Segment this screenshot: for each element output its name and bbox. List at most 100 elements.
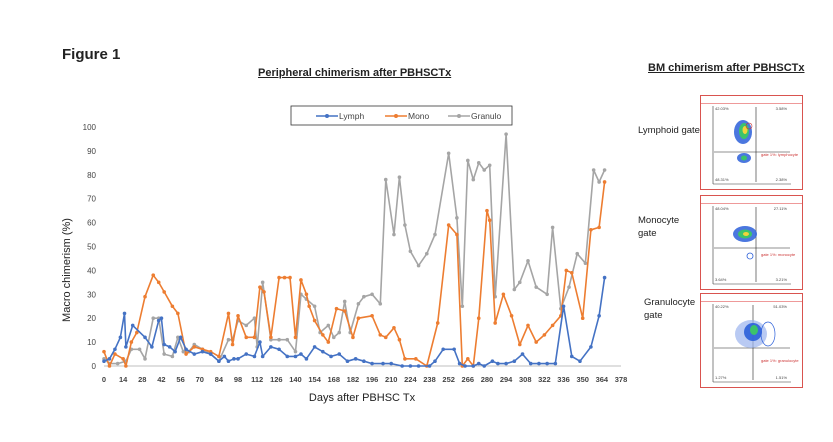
data-point-granulo bbox=[170, 354, 175, 359]
y-tick-label: 80 bbox=[87, 171, 96, 180]
data-point-mono bbox=[476, 316, 481, 321]
y-tick-label: 50 bbox=[87, 243, 96, 252]
mono-q-br: 3.21% bbox=[776, 277, 788, 282]
y-axis-label: Macro chimerism (%) bbox=[61, 218, 73, 322]
data-point-granulo bbox=[575, 251, 580, 256]
granulo-q-tr: 51.03% bbox=[773, 304, 787, 309]
data-point-granulo bbox=[487, 163, 492, 168]
data-point-granulo bbox=[534, 285, 539, 289]
data-point-lymph bbox=[408, 364, 413, 368]
y-tick-label: 30 bbox=[87, 290, 96, 299]
data-point-granulo bbox=[424, 251, 429, 256]
data-point-lymph bbox=[156, 318, 161, 323]
data-point-granulo bbox=[244, 323, 249, 328]
data-point-mono bbox=[262, 290, 266, 294]
x-tick-label: 126 bbox=[270, 375, 283, 384]
chart-series bbox=[102, 132, 607, 368]
data-point-mono bbox=[321, 333, 325, 337]
data-point-granulo bbox=[378, 302, 383, 306]
data-point-mono bbox=[170, 304, 175, 309]
data-point-lymph bbox=[496, 361, 500, 366]
mono-q-tl: 48.04% bbox=[715, 206, 729, 211]
data-point-lymph bbox=[304, 357, 309, 361]
data-point-mono bbox=[602, 180, 607, 184]
data-point-mono bbox=[312, 318, 317, 323]
data-point-mono bbox=[589, 227, 593, 232]
monocyte-dot-plot: 48.04% 27.11% 3.64% 3.21% gate 1%: monoc… bbox=[712, 206, 796, 285]
y-tick-label: 70 bbox=[87, 195, 96, 204]
data-point-mono bbox=[580, 316, 585, 321]
data-point-mono bbox=[113, 352, 117, 356]
data-point-lymph bbox=[490, 359, 495, 364]
data-point-granulo bbox=[504, 132, 508, 136]
data-point-mono bbox=[293, 335, 298, 340]
data-point-mono bbox=[370, 314, 374, 318]
chart-legend: Lymph Mono Granulo bbox=[290, 105, 513, 126]
y-tick-label: 40 bbox=[87, 266, 96, 275]
data-point-granulo bbox=[342, 299, 347, 304]
data-point-lymph bbox=[561, 304, 566, 309]
data-point-granulo bbox=[252, 316, 257, 321]
mono-gate-text: gate 1%: monocyte bbox=[761, 252, 796, 257]
data-point-lymph bbox=[102, 359, 106, 364]
data-point-lymph bbox=[150, 345, 154, 349]
data-point-mono bbox=[397, 337, 402, 342]
x-axis-label: Days after PBHSC Tx bbox=[309, 392, 416, 404]
x-tick-label: 336 bbox=[557, 375, 570, 384]
data-point-mono bbox=[277, 275, 281, 280]
legend-marker-mono bbox=[394, 114, 398, 118]
data-point-mono bbox=[307, 304, 311, 309]
data-point-mono bbox=[129, 340, 134, 344]
data-point-lymph bbox=[217, 359, 221, 364]
data-point-lymph bbox=[471, 364, 476, 368]
granulo-gate-text: gate 1%: granulocyte bbox=[761, 358, 799, 363]
data-point-lymph bbox=[299, 352, 303, 356]
data-point-lymph bbox=[337, 352, 342, 356]
figure-label: Figure 1 bbox=[62, 46, 121, 63]
data-point-granulo bbox=[567, 285, 571, 289]
data-point-mono bbox=[378, 333, 383, 337]
data-point-lymph bbox=[200, 349, 205, 354]
data-point-mono bbox=[156, 280, 161, 285]
flow-panel-granulocyte: 40.22% 51.03% 1.27% 1.51% gate 1%: granu… bbox=[700, 293, 803, 388]
data-point-lymph bbox=[512, 359, 517, 364]
data-point-mono bbox=[501, 292, 506, 297]
data-point-mono bbox=[230, 342, 235, 347]
data-point-lymph bbox=[362, 359, 366, 364]
data-point-lymph bbox=[452, 347, 456, 352]
granulocyte-dot-plot: 40.22% 51.03% 1.27% 1.51% gate 1%: granu… bbox=[712, 304, 799, 383]
data-point-granulo bbox=[408, 249, 413, 254]
legend-label-lymph: Lymph bbox=[339, 111, 364, 121]
data-point-lymph bbox=[441, 347, 445, 352]
data-point-granulo bbox=[137, 347, 142, 352]
data-point-granulo bbox=[285, 337, 290, 342]
lymph-q-bl: 48.31% bbox=[715, 177, 729, 182]
data-point-lymph bbox=[162, 342, 166, 347]
data-point-mono bbox=[236, 314, 240, 318]
data-point-mono bbox=[288, 275, 292, 280]
data-point-lymph bbox=[553, 361, 558, 366]
data-point-mono bbox=[143, 294, 147, 299]
y-tick-label: 100 bbox=[83, 123, 97, 132]
data-point-granulo bbox=[471, 177, 476, 182]
data-point-lymph bbox=[400, 364, 404, 368]
x-tick-label: 154 bbox=[308, 375, 321, 384]
data-point-lymph bbox=[260, 354, 265, 359]
data-point-granulo bbox=[181, 349, 186, 354]
lymphoid-gate-label: Lymphoid gate bbox=[638, 125, 700, 136]
x-tick-label: 56 bbox=[176, 375, 184, 384]
data-point-lymph bbox=[353, 357, 358, 361]
data-point-lymph bbox=[370, 361, 374, 366]
data-point-lymph bbox=[236, 357, 240, 361]
data-point-granulo bbox=[512, 287, 517, 292]
data-point-lymph bbox=[589, 345, 593, 349]
data-point-granulo bbox=[115, 361, 120, 366]
data-point-granulo bbox=[482, 168, 487, 172]
data-point-mono bbox=[414, 357, 418, 361]
data-point-lymph bbox=[463, 364, 467, 368]
data-point-lymph bbox=[232, 357, 236, 361]
series-lymph bbox=[102, 275, 607, 368]
data-point-granulo bbox=[326, 323, 331, 328]
data-point-lymph bbox=[184, 347, 188, 352]
data-point-lymph bbox=[222, 354, 227, 359]
